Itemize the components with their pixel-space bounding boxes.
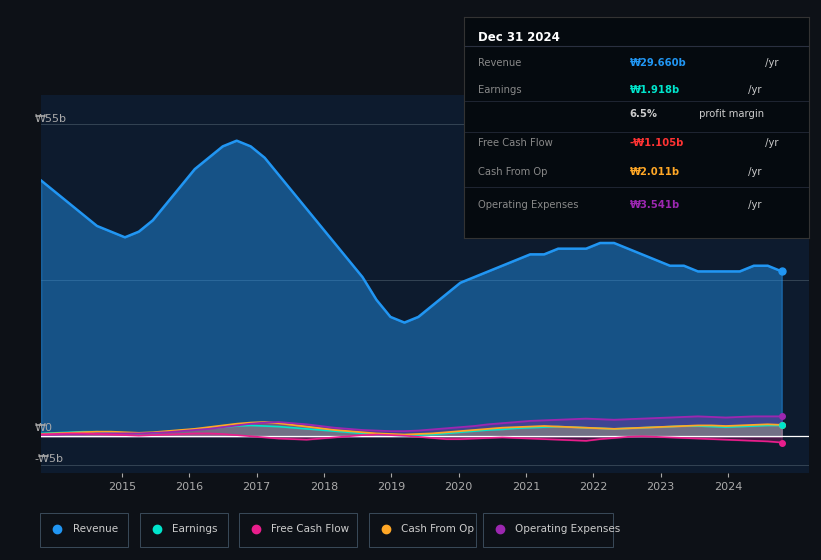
Text: Revenue: Revenue [72, 524, 117, 534]
Text: Operating Expenses: Operating Expenses [516, 524, 621, 534]
Text: Free Cash Flow: Free Cash Flow [271, 524, 349, 534]
Text: Cash From Op: Cash From Op [478, 167, 547, 176]
Text: -₩1.105b: -₩1.105b [630, 138, 684, 148]
Text: ₩2.011b: ₩2.011b [630, 167, 680, 176]
Text: Cash From Op: Cash From Op [401, 524, 474, 534]
Text: Revenue: Revenue [478, 58, 521, 68]
Text: /yr: /yr [762, 138, 778, 148]
Text: Earnings: Earnings [172, 524, 218, 534]
Text: ₩55b: ₩55b [34, 114, 67, 124]
Text: /yr: /yr [745, 167, 762, 176]
Text: /yr: /yr [762, 58, 778, 68]
Text: Free Cash Flow: Free Cash Flow [478, 138, 553, 148]
Text: /yr: /yr [745, 85, 762, 95]
Text: -₩5b: -₩5b [34, 454, 63, 464]
Text: /yr: /yr [745, 200, 762, 210]
Text: Operating Expenses: Operating Expenses [478, 200, 578, 210]
Text: ₩3.541b: ₩3.541b [630, 200, 680, 210]
Text: 6.5%: 6.5% [630, 109, 658, 119]
Text: ₩29.660b: ₩29.660b [630, 58, 686, 68]
Text: ₩1.918b: ₩1.918b [630, 85, 680, 95]
Text: profit margin: profit margin [695, 109, 764, 119]
Text: Dec 31 2024: Dec 31 2024 [478, 31, 560, 44]
Text: Earnings: Earnings [478, 85, 521, 95]
Text: ₩0: ₩0 [34, 423, 53, 433]
